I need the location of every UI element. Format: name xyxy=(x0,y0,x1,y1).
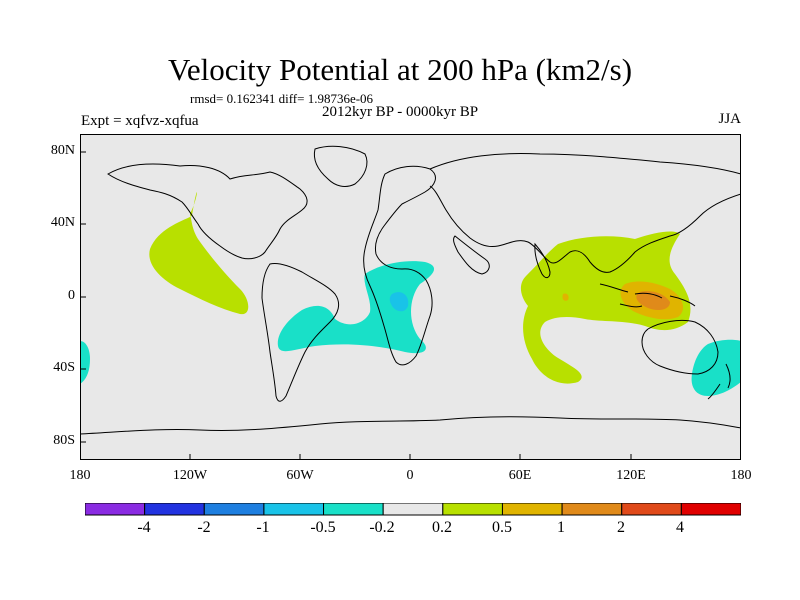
coastline-south-america xyxy=(261,263,340,402)
colorbar-label: -2 xyxy=(197,519,211,536)
xtick-label-60E: 60E xyxy=(508,468,532,483)
colorbar-box xyxy=(561,503,623,516)
coastlines xyxy=(80,145,741,435)
xtick-label-120E: 120E xyxy=(616,468,646,483)
colorbar-box xyxy=(263,503,325,516)
colorbar-label: 1 xyxy=(557,519,565,536)
colorbar-box xyxy=(621,503,682,516)
period-label: 2012kyr BP - 0000kyr BP xyxy=(321,104,479,120)
colorbar-box xyxy=(203,503,265,516)
ytick-label-80S: 80S xyxy=(53,433,75,448)
coastline-north-america xyxy=(107,163,308,260)
coastline-new-zealand xyxy=(707,363,731,400)
field-west-edge-negative xyxy=(80,341,90,384)
coastline-greenland xyxy=(313,145,368,187)
field-shading xyxy=(80,192,741,396)
colorbar-label: -0.2 xyxy=(369,519,395,536)
field-east-pacific-positive xyxy=(149,192,249,315)
colorbar-box xyxy=(382,503,444,516)
xtick-label-60W: 60W xyxy=(286,468,314,483)
colorbar-label: 0.2 xyxy=(432,519,452,536)
coastline-australia xyxy=(641,319,719,375)
map-title: Velocity Potential at 200 hPa (km2/s) xyxy=(167,52,633,87)
colorbar-box xyxy=(144,503,205,516)
xtick-label-180w: 180 xyxy=(69,468,91,483)
stats-label: rmsd= 0.162341 diff= 1.98736e-06 xyxy=(190,91,374,106)
field-southwest-pacific-negative xyxy=(691,339,741,396)
colorbar-box xyxy=(501,503,563,516)
field-indowest-pacific-core xyxy=(636,291,670,310)
colorbar-label: 0.5 xyxy=(492,519,512,536)
coastline-indonesia xyxy=(599,283,696,308)
ytick-label-0: 0 xyxy=(68,288,75,303)
coastline-arabia xyxy=(453,235,490,275)
axis-ticks xyxy=(80,151,632,460)
xtick-label-120W: 120W xyxy=(172,468,208,483)
field-indowest-pacific-positive xyxy=(520,231,691,384)
colorbar-label: -4 xyxy=(137,519,151,536)
field-atlantic-negative-core xyxy=(389,292,409,312)
xtick-label-180e: 180 xyxy=(730,468,752,483)
ytick-label-80N: 80N xyxy=(50,143,75,158)
colorbar-label: 2 xyxy=(617,519,625,536)
colorbar-label: -0.5 xyxy=(310,519,336,536)
colorbar-box xyxy=(323,503,384,516)
field-atlantic-negative xyxy=(277,261,435,354)
experiment-label: Expt = xqfvz-xqfua xyxy=(81,113,199,129)
ytick-label-40S: 40S xyxy=(53,360,75,375)
xtick-label-0: 0 xyxy=(406,468,414,483)
colorbar xyxy=(85,503,741,516)
coastline-asia xyxy=(429,153,741,273)
coastline-antarctica xyxy=(80,416,741,435)
season-label: JJA xyxy=(718,111,741,127)
coastline-europe-africa xyxy=(363,165,436,366)
map-panel xyxy=(80,134,741,460)
colorbar-label: -1 xyxy=(256,519,270,536)
colorbar-box xyxy=(442,503,503,516)
map-svg xyxy=(80,134,741,460)
colorbar-label: 4 xyxy=(676,519,684,536)
coastline-india xyxy=(534,242,551,279)
ytick-label-40N: 40N xyxy=(50,215,75,230)
colorbar-box xyxy=(680,503,741,516)
colorbar-box xyxy=(85,503,146,516)
field-indian-small-core xyxy=(562,293,569,301)
